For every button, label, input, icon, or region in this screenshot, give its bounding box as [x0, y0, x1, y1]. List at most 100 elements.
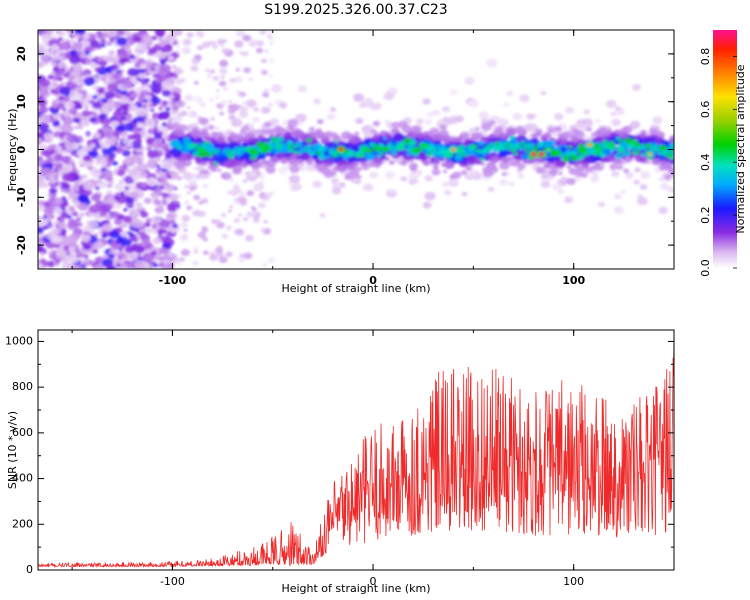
heatmap-cell — [593, 151, 599, 156]
heatmap-cell — [406, 151, 412, 157]
heatmap-cell — [186, 205, 193, 211]
heatmap-cell — [641, 132, 646, 137]
heatmap-cell — [83, 174, 89, 179]
heatmap-cell — [517, 163, 526, 170]
heatmap-cell — [267, 35, 272, 39]
heatmap-cell — [326, 113, 336, 121]
heatmap-cell — [156, 164, 161, 168]
heatmap-cell — [296, 149, 304, 155]
heatmap-cell — [38, 95, 43, 100]
heatmap-cell — [165, 184, 176, 192]
heatmap-cell — [229, 78, 236, 83]
heatmap-cell — [495, 125, 504, 132]
heatmap-cell — [295, 113, 307, 123]
y-tick-label: 0 — [26, 563, 33, 576]
heatmap-cell — [232, 165, 243, 173]
heatmap-cell — [319, 151, 325, 156]
heatmap-cell — [40, 167, 52, 176]
heatmap-cell — [117, 169, 126, 177]
heatmap-cell — [476, 149, 481, 153]
heatmap-cell — [630, 120, 641, 129]
heatmap-cell — [498, 132, 507, 140]
y-tick-label: 400 — [12, 472, 33, 485]
heatmap-cell — [645, 143, 652, 148]
heatmap-cell — [353, 93, 365, 102]
heatmap-cell — [636, 145, 643, 151]
heatmap-cell — [116, 50, 128, 59]
heatmap-cell — [56, 76, 64, 82]
heatmap-cell — [51, 61, 57, 66]
heatmap-cell — [144, 94, 152, 101]
heatmap-cell — [438, 146, 446, 153]
heatmap-cell — [155, 142, 163, 148]
heatmap-cell — [611, 170, 620, 178]
heatmap-cell — [88, 99, 95, 104]
heatmap-cell — [157, 46, 163, 51]
heatmap-cell — [137, 112, 143, 117]
heatmap-cell — [159, 185, 165, 190]
heatmap-cell — [332, 183, 339, 188]
heatmap-cell — [99, 43, 106, 48]
heatmap-cell — [540, 135, 548, 142]
heatmap-cell — [480, 157, 486, 162]
heatmap-cell — [640, 138, 650, 146]
heatmap-cell — [566, 178, 576, 185]
heatmap-cell — [38, 137, 43, 143]
heatmap-cell — [551, 183, 563, 191]
heatmap-cell — [158, 176, 166, 182]
heatmap-cell — [85, 59, 93, 65]
heatmap-cell — [84, 102, 90, 107]
heatmap-cell — [50, 193, 57, 198]
colorbar-tick-label: 0.6 — [699, 101, 712, 119]
heatmap-cell — [199, 170, 204, 175]
heatmap-cell — [499, 178, 509, 186]
heatmap-cell — [614, 152, 623, 160]
heatmap-cell — [268, 145, 274, 149]
heatmap-cell — [422, 201, 432, 209]
heatmap-cell — [237, 139, 242, 144]
heatmap-cell — [658, 144, 668, 152]
x-tick-label: -100 — [160, 575, 185, 588]
heatmap-cell — [222, 86, 229, 92]
heatmap-cell — [444, 189, 452, 196]
heatmap-cell — [381, 146, 389, 152]
heatmap-cell — [124, 186, 129, 191]
heatmap-cell — [598, 201, 606, 208]
heatmap-cell — [498, 149, 508, 158]
heatmap-cell — [66, 133, 78, 143]
heatmap-cell — [633, 179, 640, 185]
heatmap-cell — [670, 156, 674, 160]
heatmap-cell — [154, 205, 165, 214]
heatmap-cell — [99, 141, 106, 146]
heatmap-cell — [42, 215, 48, 219]
heatmap-cell — [288, 148, 294, 153]
heatmap-cell — [236, 90, 240, 93]
heatmap-cell — [465, 166, 472, 171]
heatmap-cell — [406, 131, 418, 140]
heatmap-cell — [267, 257, 276, 264]
heatmap-cell — [64, 101, 75, 109]
heatmap-cell — [269, 136, 278, 143]
heatmap-cell — [338, 147, 344, 152]
heatmap-cell — [43, 234, 48, 239]
heatmap-cell — [165, 106, 171, 111]
heatmap-cell — [201, 198, 209, 204]
heatmap-cell — [94, 181, 99, 185]
colorbar-label: Normalized spectral amplitude — [734, 64, 747, 233]
heatmap-cell — [171, 64, 177, 69]
heatmap-cell — [379, 130, 387, 136]
heatmap-cell — [256, 40, 264, 47]
heatmap-cell — [49, 150, 55, 155]
heatmap-cell — [76, 86, 81, 90]
heatmap-cell — [119, 225, 124, 229]
heatmap-cell — [292, 183, 303, 192]
heatmap-cell — [391, 146, 398, 152]
heatmap-cell — [73, 125, 79, 130]
heatmap-cell — [63, 96, 71, 103]
heatmap-cell — [70, 69, 81, 77]
heatmap-cell — [605, 99, 617, 109]
heatmap-cell — [84, 105, 89, 110]
heatmap-cell — [193, 151, 200, 157]
heatmap-cell — [175, 50, 180, 55]
